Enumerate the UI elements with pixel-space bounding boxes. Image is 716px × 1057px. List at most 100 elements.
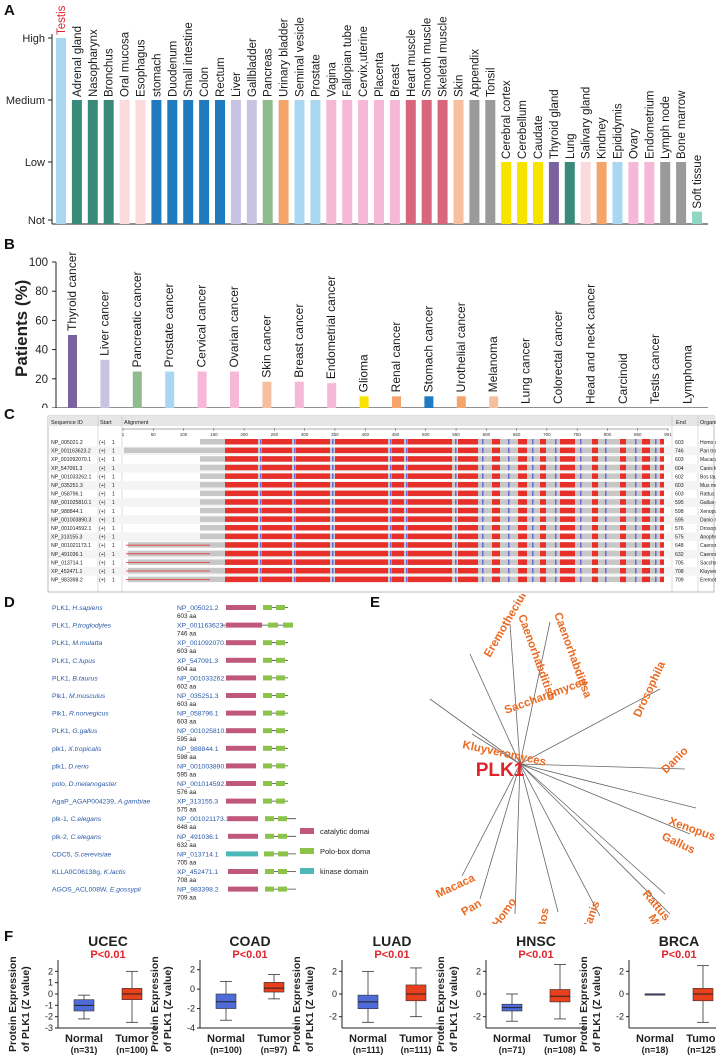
alignment-block: [560, 542, 575, 548]
box-group-name: Tumor: [399, 1033, 433, 1045]
seq-end: 603: [675, 457, 684, 463]
alignment-block: [620, 499, 626, 505]
alignment-block: [540, 542, 546, 548]
alignment-block: [660, 533, 664, 540]
tree-branch: [429, 698, 480, 736]
domain-species: D.melanogaster: [69, 781, 118, 788]
alignment-block: [642, 550, 650, 557]
alignment-blue: [260, 568, 262, 574]
alignment-blue: [260, 447, 262, 454]
bar: [628, 162, 639, 224]
alignment-block: [296, 499, 330, 505]
alignment-blue: [332, 550, 334, 557]
alignment-blue: [532, 490, 534, 497]
domain-length: 632 aa: [177, 842, 197, 849]
box-pvalue: P<0.01: [232, 949, 267, 961]
box-group-n: (n=18): [642, 1045, 669, 1055]
alignment-block: [660, 490, 664, 497]
polo-box-domain: [263, 745, 272, 751]
alignment-blue: [655, 456, 657, 462]
alignment-blue: [635, 439, 637, 445]
alignment-block: [335, 439, 388, 445]
catalytic-domain: [228, 869, 258, 874]
alignment-block: [408, 550, 452, 557]
alignment-block: [262, 464, 292, 471]
alignment-blue: [332, 576, 334, 583]
bar: [359, 396, 369, 408]
alignment-block: [492, 516, 500, 522]
alignment-block: [458, 473, 478, 479]
alignment-blue: [655, 516, 657, 522]
alignment-blue: [482, 568, 484, 574]
bar-label: stomach: [151, 54, 163, 97]
alignment-block: [518, 456, 527, 462]
polo-box-domain: [276, 640, 285, 646]
seq-start: 1: [112, 509, 115, 515]
alignment-blue: [260, 533, 262, 540]
domain-accession: NP_983398.2: [177, 887, 219, 894]
bar: [453, 100, 464, 224]
tree-branch: [599, 783, 697, 809]
tree-branch: [594, 765, 686, 770]
alignment-block: [458, 525, 478, 531]
alignment-block: [592, 490, 598, 497]
box-ylabel-2: of PLK1 (Z value): [162, 966, 174, 1052]
alignment-block: [660, 550, 664, 557]
alignment-block: [262, 559, 292, 565]
alignment-block: [540, 525, 546, 531]
seq-organism: Gallus gallus: [700, 500, 716, 506]
bar-label: Esophagus: [136, 39, 148, 97]
catalytic-domain: [226, 622, 262, 628]
bar: [262, 381, 272, 408]
tree-leaf: Macaca: [434, 872, 477, 901]
domain-gene: PLK1, H.sapiens: [52, 605, 103, 612]
domain-species: E.gossypii: [110, 887, 141, 894]
box-iqr: [263, 982, 285, 993]
domain-gene: PLK1, G.gallus: [52, 728, 98, 735]
alignment-blue: [605, 464, 607, 471]
alignment-block: [642, 516, 650, 522]
y-axis-title: Patients (%): [12, 280, 31, 377]
alignment-blue: [482, 559, 484, 565]
bar: [167, 100, 178, 224]
tree-branch: [497, 714, 521, 765]
box-y-tick-label: -2: [329, 1012, 337, 1022]
alignment-blue: [390, 439, 392, 445]
alignment-blue: [294, 525, 296, 531]
alignment-block: [560, 559, 575, 565]
polo-box-domain: [263, 710, 272, 716]
alignment-blue: [555, 499, 557, 505]
box-y-tick-label: -2: [187, 1004, 195, 1014]
seq-id: NP_058796.1: [51, 492, 83, 498]
alignment-block: [642, 499, 650, 505]
alignment-blue: [332, 516, 334, 522]
alignment-block: [392, 456, 404, 462]
ruler-label: 550: [452, 432, 460, 437]
alignment-block: [408, 568, 452, 574]
alignment-blue: [635, 525, 637, 531]
legend-label: kinase domain: [320, 867, 368, 876]
alignment-header: Sequence ID: [51, 420, 83, 426]
alignment-block: [518, 447, 527, 454]
alignment-blue: [294, 456, 296, 462]
domain-gene: plk1, X.tropicalis: [52, 746, 102, 753]
alignment-blue: [580, 516, 582, 522]
alignment-blue: [635, 499, 637, 505]
alignment-block: [492, 576, 500, 583]
seq-organism: Eremothecium gossypi...: [700, 578, 716, 584]
alignment-block: [392, 499, 404, 505]
alignment-block: [620, 568, 626, 574]
alignment-block: [225, 447, 258, 454]
panel-label-c: C: [4, 406, 15, 423]
seq-strand: (+): [99, 569, 106, 575]
tree-branch: [555, 832, 601, 917]
alignment-blue: [406, 439, 408, 445]
seq-id: NP_001021173.1: [51, 543, 91, 549]
polo-box-domain: [276, 605, 285, 610]
bar-label: Cerebellum: [517, 100, 529, 159]
tree-branch: [519, 763, 600, 785]
alignment-blue: [635, 464, 637, 471]
domain-accession: XP_001092070.1: [177, 640, 230, 647]
seq-start: 1: [112, 474, 115, 480]
domain-gene: AGOS_ACL008W, E.gossypii: [52, 887, 141, 894]
